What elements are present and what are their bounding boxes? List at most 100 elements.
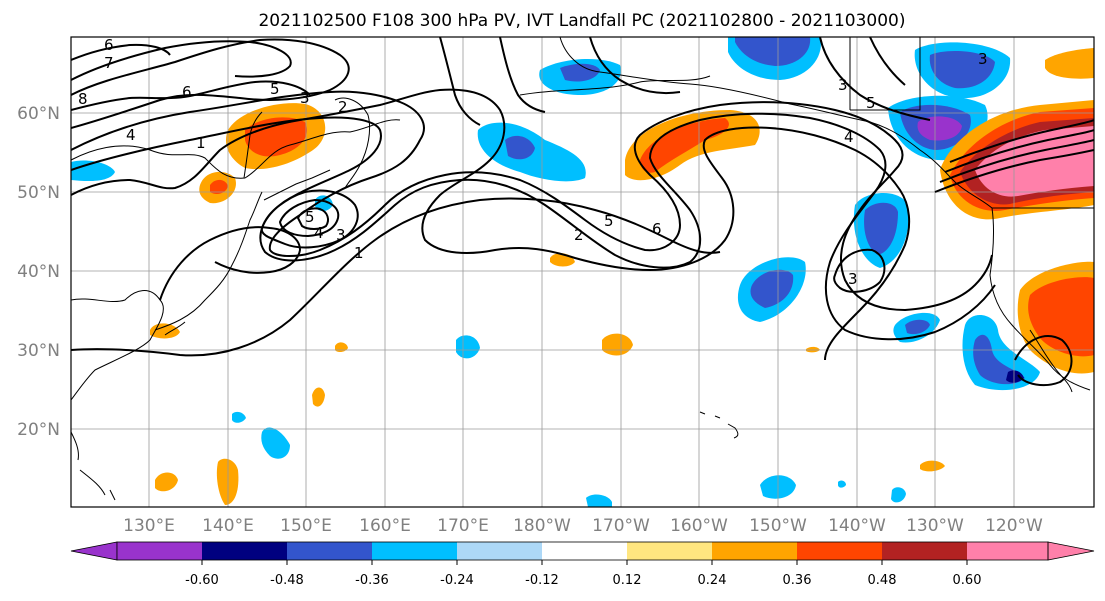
lon-label: 170°E — [437, 516, 489, 536]
pv-contour-label: 4 — [126, 126, 136, 144]
pv-contour-label: 5 — [866, 94, 876, 112]
colorbar-segment — [202, 542, 287, 560]
pv-contour-line — [159, 226, 302, 301]
coastline-philippines — [71, 431, 116, 501]
shade-subtropical-negative-2-core — [750, 269, 794, 308]
pv-contour-line — [71, 80, 311, 111]
colorbar-tick-label: 0.60 — [953, 573, 982, 588]
pv-contours — [71, 37, 1094, 387]
shade-japan-sea-positive-core — [210, 179, 228, 194]
pv-contour-label: 4 — [314, 224, 324, 242]
shade-small-negative-7 — [586, 494, 612, 507]
lon-label: 140°E — [202, 516, 254, 536]
colorbar-segment — [117, 542, 202, 560]
shade-northpacific-negative-core — [505, 135, 535, 160]
lon-label: 130°E — [123, 516, 175, 536]
shade-small-negative-2 — [261, 427, 290, 459]
pv-contour-line — [71, 197, 721, 357]
pv-contour-line — [278, 198, 340, 238]
colorbar-tick-label: 0.36 — [783, 573, 812, 588]
lat-label: 30°N — [17, 341, 60, 361]
colorbar-tick-label: 0.24 — [698, 573, 727, 588]
coastline-asia — [71, 119, 401, 401]
boundary-bc-inset — [850, 37, 921, 111]
lon-label: 120°W — [985, 516, 1043, 536]
shade-nw-negative-core — [929, 50, 995, 89]
shade-small-negative-3 — [232, 411, 246, 423]
pv-contour-label: 8 — [78, 90, 88, 108]
shade-small-positive-4 — [312, 387, 325, 407]
colorbar-segment — [967, 542, 1048, 560]
coastline-kuril-aleutian — [263, 75, 711, 201]
shade-small-positive-6 — [155, 472, 178, 492]
pv-contour-label: 5 — [305, 208, 315, 226]
lat-label: 60°N — [17, 104, 60, 124]
colorbar: -0.60 -0.48 -0.36 -0.24 -0.12 0.12 0.24 … — [70, 541, 1095, 588]
pv-contour-label: 3 — [848, 270, 858, 288]
colorbar-tick-label: -0.24 — [440, 573, 474, 588]
shade-small-negative-6 — [891, 487, 906, 503]
pv-contour-line — [71, 40, 292, 81]
shade-ne-corner-positive — [1045, 48, 1094, 79]
pv-contour-line — [296, 207, 329, 230]
shade-subtropical-negative-3-core — [905, 319, 930, 335]
lon-label: 170°W — [592, 516, 650, 536]
latitude-labels: 60°N 50°N 40°N 30°N 20°N — [17, 104, 60, 440]
map-frame — [70, 36, 1095, 508]
lon-label: 130°W — [906, 516, 964, 536]
coastlines — [71, 37, 1094, 501]
colorbar-tick-label: -0.36 — [355, 573, 389, 588]
lat-label: 20°N — [17, 420, 60, 440]
colorbar-tick-label: -0.48 — [270, 573, 304, 588]
gridlines — [71, 37, 1094, 507]
lat-label: 50°N — [17, 183, 60, 203]
coastline-sakhalin — [243, 111, 263, 179]
pv-contour-label: 5 — [270, 80, 280, 98]
colorbar-tick-label: 0.48 — [868, 573, 897, 588]
pv-contour-label: 5 — [604, 212, 614, 230]
coastline-japan — [154, 191, 263, 336]
shade-okhotsk-positive-core — [245, 117, 308, 157]
lon-label: 160°W — [670, 516, 728, 536]
lat-label: 40°N — [17, 262, 60, 282]
pv-contour-label: 7 — [104, 54, 114, 72]
pv-contour-line — [439, 37, 681, 126]
colorbar-tick-label: -0.12 — [525, 573, 559, 588]
pv-contour-label: 1 — [354, 244, 364, 262]
shade-bering-negative-core — [560, 63, 600, 82]
lon-label: 180°W — [513, 516, 571, 536]
colorbar-tick-label: 0.12 — [613, 573, 642, 588]
coastline-baja — [1029, 329, 1073, 393]
shade-goa-positive-core — [640, 118, 729, 173]
pv-contour-labels: 6 7 6 5 4 1 3 2 8 5 4 3 1 2 5 6 4 5 3 3 — [78, 37, 988, 288]
pv-contour-line — [260, 189, 359, 249]
colorbar-segment — [542, 542, 627, 560]
shade-california-negative-dark — [1006, 370, 1024, 383]
colorbar-segment — [287, 542, 372, 560]
shade-bc-negative-core — [917, 116, 962, 141]
pv-contour-label: 3 — [300, 89, 310, 107]
lon-label: 160°E — [359, 516, 411, 536]
colorbar-segment — [712, 542, 797, 560]
pv-contour-line — [833, 248, 886, 293]
map-title: 2021102500 F108 300 hPa PV, IVT Landfall… — [258, 11, 905, 31]
colorbar-segment — [882, 542, 967, 560]
shade-small-positive-8 — [920, 460, 945, 472]
longitude-labels: 130°E 140°E 150°E 160°E 170°E 180°W 170°… — [123, 516, 1043, 536]
colorbar-segment — [797, 542, 882, 560]
pv-contour-label: 6 — [182, 83, 192, 101]
pv-contour-line — [71, 90, 993, 312]
pv-contour-line — [819, 37, 931, 121]
colorbar-extend-min — [70, 541, 118, 561]
lon-label: 140°W — [828, 516, 886, 536]
pv-contour-line — [934, 119, 1094, 193]
coastline-north-america-west — [989, 207, 1091, 391]
colorbar-tick-label: -0.60 — [185, 573, 219, 588]
colorbar-extend-max — [1047, 541, 1095, 561]
coastline-kamchatka — [334, 97, 371, 189]
ivt-pc-shading — [71, 37, 1094, 507]
pv-contour-label: 2 — [338, 98, 348, 116]
shade-small-negative-8 — [838, 480, 846, 488]
pv-contour-label: 1 — [196, 134, 206, 152]
